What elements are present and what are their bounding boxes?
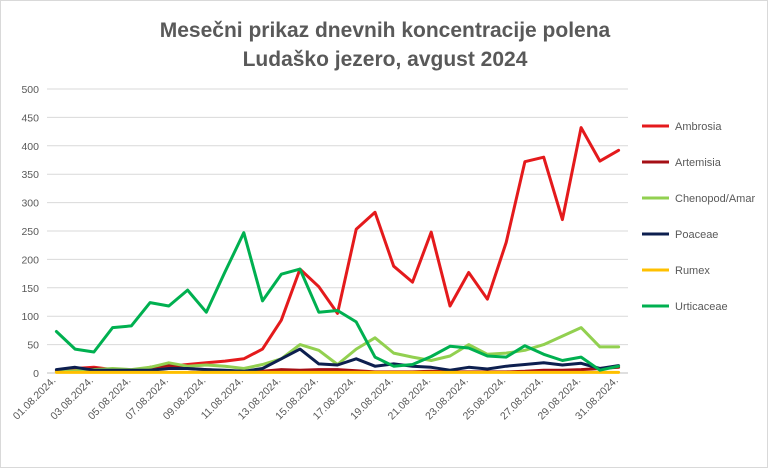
chart-title-line-1: Mesečni prikaz dnevnih koncentracije pol… bbox=[160, 19, 611, 42]
y-tick-label: 350 bbox=[21, 169, 39, 181]
y-tick-label: 400 bbox=[21, 141, 39, 153]
y-tick-label: 50 bbox=[27, 340, 39, 352]
chart-title: Mesečni prikaz dnevnih koncentracije pol… bbox=[160, 19, 611, 71]
y-axis-ticks: 0 50 100 150 200 250 300 350 400 450 500 bbox=[21, 84, 39, 380]
series-line-ambrosia bbox=[54, 126, 621, 372]
legend-label-artemisia: Artemisia bbox=[675, 157, 722, 169]
chart-title-line-2: Ludaško jezero, avgust 2024 bbox=[243, 48, 528, 71]
legend-label-chenopod-amar: Chenopod/Amar bbox=[675, 193, 755, 205]
y-tick-label: 300 bbox=[21, 198, 39, 210]
y-tick-label: 200 bbox=[21, 254, 39, 266]
y-tick-label: 0 bbox=[33, 368, 39, 380]
legend-label-urticaceae: Urticaceae bbox=[675, 301, 728, 313]
legend-label-rumex: Rumex bbox=[675, 265, 710, 277]
series-line-poaceae bbox=[54, 347, 621, 373]
y-tick-label: 150 bbox=[21, 283, 39, 295]
legend: Ambrosia Artemisia Chenopod/Amar Poaceae Rum… bbox=[642, 121, 755, 313]
x-axis-ticks: 01.08.2024.03.08.2024.05.08.2024.07.08.2… bbox=[11, 375, 621, 423]
y-tick-label: 500 bbox=[21, 84, 39, 96]
legend-label-ambrosia: Ambrosia bbox=[675, 121, 722, 133]
series-lines bbox=[54, 126, 621, 374]
y-tick-label: 250 bbox=[21, 226, 39, 238]
y-tick-label: 450 bbox=[21, 112, 39, 124]
y-tick-label: 100 bbox=[21, 311, 39, 323]
series-line-urticaceae bbox=[54, 231, 621, 372]
grid bbox=[47, 88, 628, 374]
legend-label-poaceae: Poaceae bbox=[675, 229, 718, 241]
